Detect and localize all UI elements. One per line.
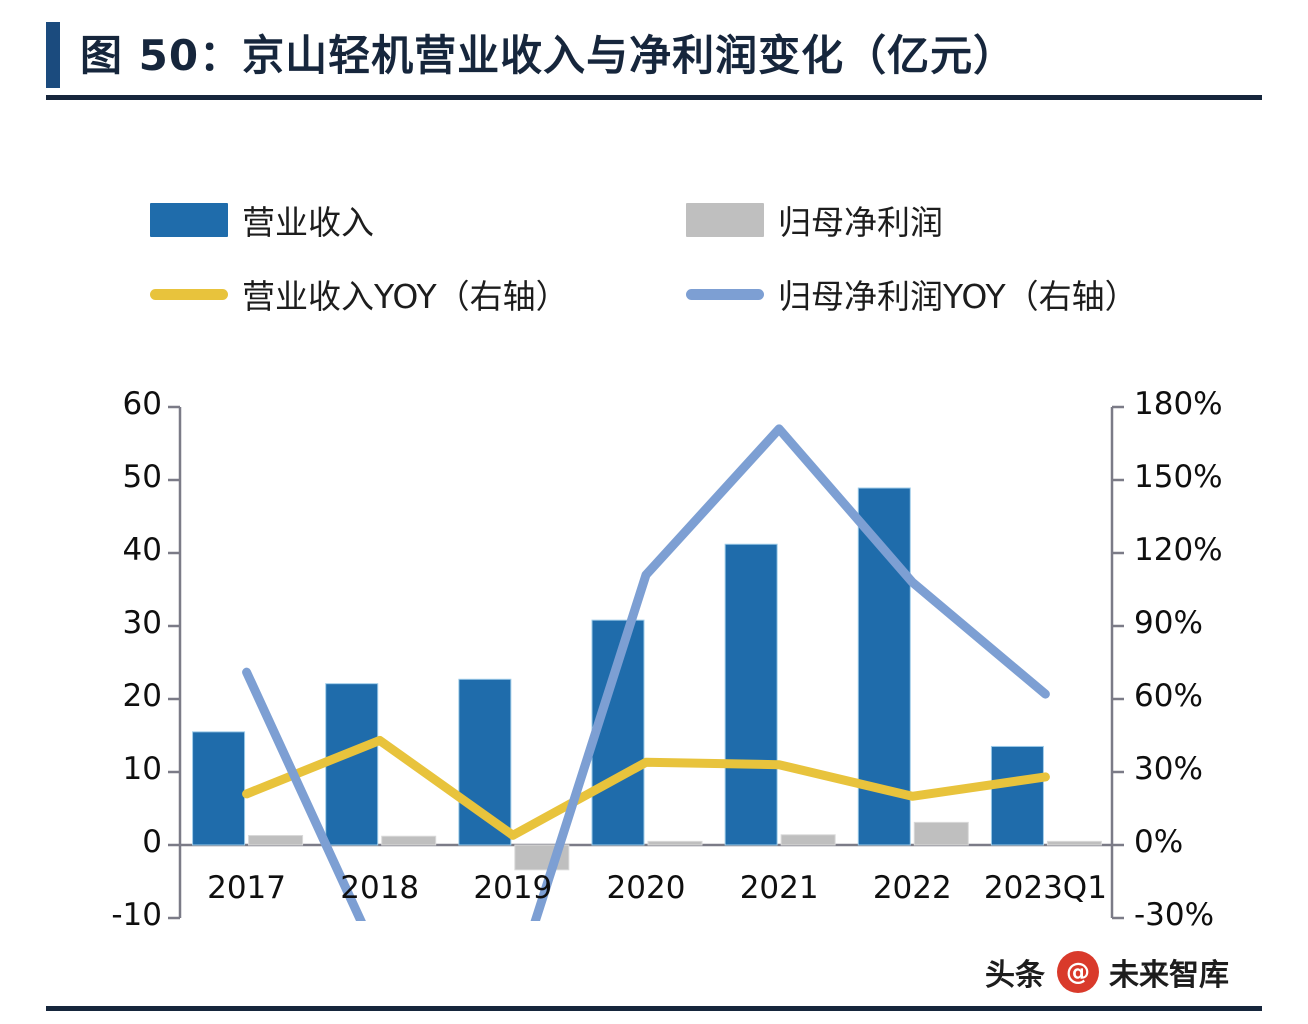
right-axis-tick-label: 150% — [1134, 459, 1223, 495]
legend-item-revenue: 营业收入 — [150, 196, 374, 244]
right-axis-tick-label: 60% — [1134, 678, 1203, 714]
left-axis-tick-label: 60 — [122, 386, 162, 422]
right-axis-tick-label: 30% — [1134, 751, 1203, 787]
watermark-badge-icon: @ — [1057, 951, 1099, 993]
legend-label-revenue-yoy: 营业收入YOY（右轴） — [242, 277, 569, 316]
x-axis-tick-label: 2018 — [340, 870, 420, 906]
x-axis-tick-label: 2023Q1 — [983, 870, 1107, 906]
legend-item-revenue-yoy: 营业收入YOY（右轴） — [150, 270, 569, 318]
legend-label-net-profit-yoy: 归母净利润YOY（右轴） — [778, 277, 1138, 316]
right-axis-tick-label: 0% — [1134, 824, 1184, 860]
page-title: 图 50：京山轻机营业收入与净利润变化（亿元） — [80, 31, 1017, 80]
left-axis-tick-label: 10 — [122, 751, 162, 787]
legend-label-net-profit: 归母净利润 — [778, 203, 943, 242]
x-axis-tick-label: 2019 — [473, 870, 553, 906]
chart-plot-area: 60 50 40 30 20 10 0 -10 180% 150% 120% 90% 60% 30% 0%… — [0, 380, 1308, 950]
bar-营业收入-2021 — [724, 543, 778, 846]
left-axis-tick-label: -10 — [111, 897, 162, 933]
bar-归母净利润-2022 — [913, 821, 969, 846]
line-营业收入YOY（右轴） — [242, 735, 1050, 840]
legend-item-net-profit-yoy: 归母净利润YOY（右轴） — [686, 270, 1138, 318]
legend-swatch-revenue — [150, 203, 228, 237]
bar-营业收入-2018 — [325, 683, 379, 846]
left-axis-tick-label: 0 — [142, 824, 162, 860]
bar-归母净利润-2021 — [780, 834, 836, 846]
legend-item-net-profit: 归母净利润 — [686, 196, 943, 244]
left-axis-tick-label: 30 — [122, 605, 162, 641]
legend-swatch-net-profit-yoy — [686, 288, 764, 300]
legend-swatch-revenue-yoy — [150, 288, 228, 300]
chart-legend: 营业收入 归母净利润 营业收入YOY（右轴） 归母净利润YOY（右轴） — [150, 196, 1220, 326]
bar-归母净利润-2020 — [647, 840, 703, 846]
line-归母净利润YOY（右轴） — [242, 424, 1050, 921]
x-axis-tick-label: 2020 — [606, 870, 686, 906]
watermark: 头条 @ 未来智库 — [985, 950, 1229, 994]
legend-label-revenue: 营业收入 — [242, 203, 374, 242]
right-axis-tick-label: 180% — [1134, 386, 1223, 422]
bar-归母净利润-2018 — [381, 835, 437, 846]
right-axis-tick-label: -30% — [1134, 897, 1215, 933]
bar-营业收入-2023Q1 — [990, 745, 1044, 846]
footer-divider — [46, 1006, 1262, 1011]
left-axis-tick-label: 20 — [122, 678, 162, 714]
x-axis-tick-label: 2021 — [739, 870, 819, 906]
right-axis-tick-label: 120% — [1134, 532, 1223, 568]
title-accent-bar — [46, 22, 60, 88]
bar-营业收入-2017 — [192, 731, 246, 846]
title-divider — [46, 95, 1262, 100]
legend-swatch-net-profit — [686, 203, 764, 237]
right-axis-tick-label: 90% — [1134, 605, 1203, 641]
left-axis-tick-label: 40 — [122, 532, 162, 568]
watermark-head-label: 头条 — [985, 958, 1045, 993]
x-axis-tick-label: 2022 — [872, 870, 952, 906]
watermark-source-label: 未来智库 — [1109, 958, 1229, 993]
left-axis-tick-label: 50 — [122, 459, 162, 495]
chart-canvas — [168, 405, 1124, 921]
bar-归母净利润-2017 — [248, 835, 304, 846]
x-axis-tick-label: 2017 — [207, 870, 287, 906]
figure-title-block: 图 50：京山轻机营业收入与净利润变化（亿元） — [46, 14, 1262, 102]
bar-归母净利润-2023Q1 — [1046, 840, 1102, 846]
watermark-badge-label: @ — [1066, 958, 1090, 986]
